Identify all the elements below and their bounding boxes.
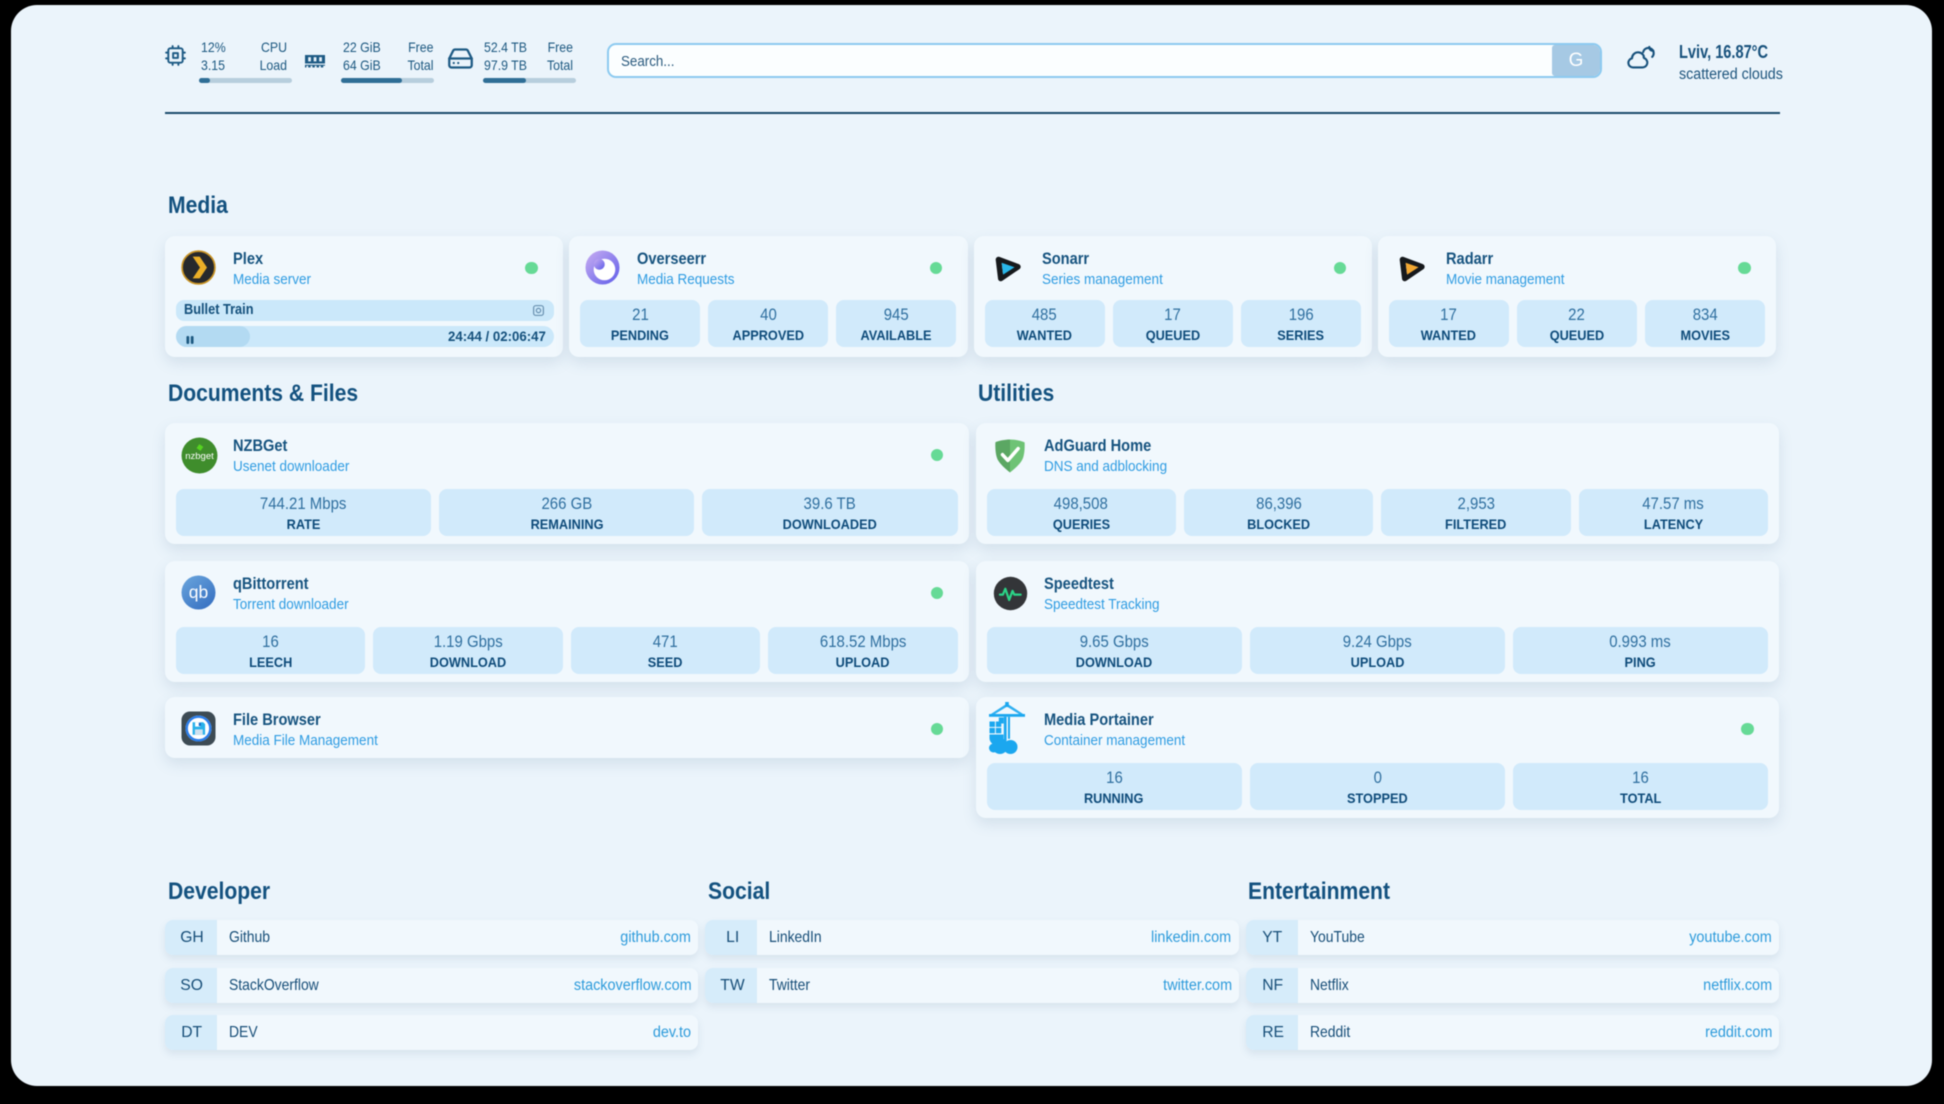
svg-text:nzbget: nzbget [185, 451, 214, 462]
svg-text:qb: qb [189, 582, 208, 602]
